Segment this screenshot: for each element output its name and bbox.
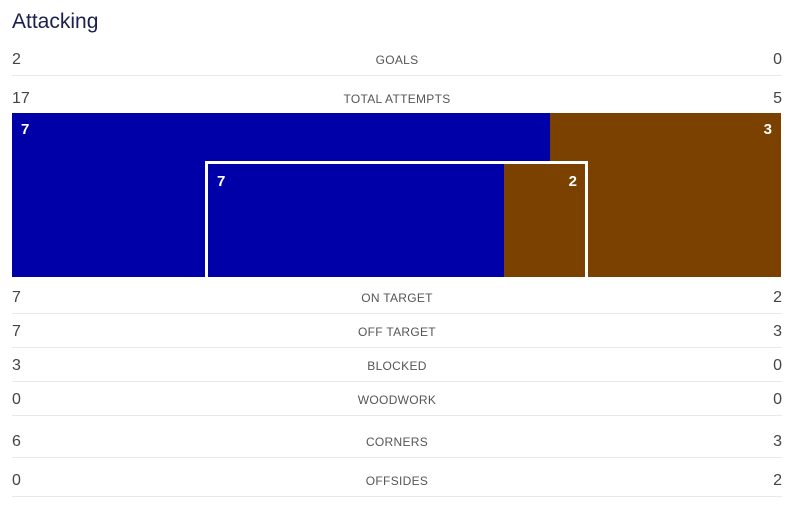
stat-label: BLOCKED bbox=[367, 359, 427, 373]
total-attempts-away-value: 5 bbox=[773, 90, 782, 107]
stat-away-value: 0 bbox=[773, 391, 782, 408]
home-on-target-area bbox=[208, 164, 504, 277]
stat-label: OFFSIDES bbox=[365, 474, 429, 488]
stat-label: OFF TARGET bbox=[358, 325, 436, 339]
goals-away-value: 0 bbox=[773, 51, 782, 68]
home-on-target-count: 7 bbox=[217, 173, 226, 190]
goal-frame: 7 2 bbox=[205, 161, 588, 277]
stat-row-corners: 6 CORNERS 3 bbox=[12, 427, 782, 458]
total-attempts-home-value: 17 bbox=[12, 90, 30, 107]
stat-home-value: 3 bbox=[12, 357, 21, 374]
away-on-target-count: 2 bbox=[568, 173, 577, 190]
stat-row-offsides: 0 OFFSIDES 2 bbox=[12, 466, 782, 497]
stat-row-goals: 2 GOALS 0 bbox=[12, 45, 782, 76]
stat-row-blocked: 3 BLOCKED 0 bbox=[12, 351, 782, 382]
goals-home-value: 2 bbox=[12, 51, 21, 68]
stat-home-value: 7 bbox=[12, 323, 21, 340]
goals-label: GOALS bbox=[375, 53, 419, 67]
stat-row-off-target: 7 OFF TARGET 3 bbox=[12, 317, 782, 348]
attempts-graphic: 7 3 7 2 bbox=[12, 113, 781, 277]
stat-home-value: 7 bbox=[12, 289, 21, 306]
stat-away-value: 0 bbox=[773, 357, 782, 374]
stat-label: WOODWORK bbox=[357, 393, 437, 407]
stat-label: CORNERS bbox=[365, 435, 429, 449]
stat-row-woodwork: 0 WOODWORK 0 bbox=[12, 385, 782, 416]
stat-home-value: 0 bbox=[12, 472, 21, 489]
section-title: Attacking bbox=[12, 10, 99, 33]
away-off-target-count: 3 bbox=[763, 121, 772, 138]
stat-home-value: 6 bbox=[12, 433, 21, 450]
stat-away-value: 3 bbox=[773, 433, 782, 450]
home-off-target-count: 7 bbox=[21, 121, 30, 138]
stat-row-on-target: 7 ON TARGET 2 bbox=[12, 283, 782, 314]
stat-away-value: 3 bbox=[773, 323, 782, 340]
stat-home-value: 0 bbox=[12, 391, 21, 408]
stat-away-value: 2 bbox=[773, 472, 782, 489]
stat-label: ON TARGET bbox=[361, 291, 433, 305]
total-attempts-label: TOTAL ATTEMPTS bbox=[343, 92, 451, 106]
stat-away-value: 2 bbox=[773, 289, 782, 306]
stat-row-total-attempts: 17 TOTAL ATTEMPTS 5 bbox=[12, 84, 782, 114]
